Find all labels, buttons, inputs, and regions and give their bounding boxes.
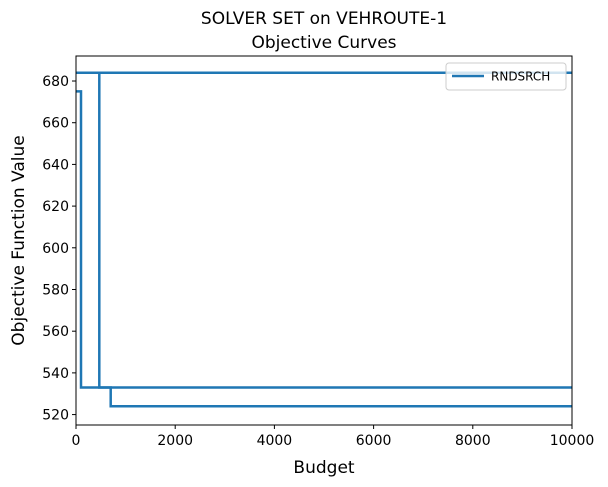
y-axis-ticks: 520 540 560 580 600 620 640 660 680: [42, 74, 76, 424]
plot-area-frame: [75, 55, 573, 426]
y-tick-label: 540: [42, 366, 69, 382]
x-tick-label: 0: [72, 433, 81, 449]
plot-lines: [76, 71, 572, 408]
y-tick-label: 580: [42, 282, 69, 298]
x-tick-label: 6000: [356, 433, 392, 449]
y-tick-label: 680: [42, 74, 69, 90]
x-tick-label: 2000: [157, 433, 193, 449]
legend-label-rndsrch: RNDSRCH: [491, 70, 550, 84]
chart-subtitle: Objective Curves: [251, 33, 396, 53]
chart-title: SOLVER SET on VEHROUTE-1: [201, 9, 447, 29]
x-tick-label: 4000: [257, 433, 293, 449]
x-tick-label: 8000: [455, 433, 491, 449]
series-line-rndsrch-2: [76, 90, 572, 389]
legend-box: [445, 62, 567, 91]
y-axis-label: Objective Function Value: [9, 135, 29, 345]
y-tick-label: 600: [42, 241, 69, 257]
y-tick-label: 520: [42, 408, 69, 424]
legend: RNDSRCH: [445, 62, 567, 91]
y-tick-label: 640: [42, 157, 69, 173]
x-tick-label: 10000: [550, 433, 595, 449]
x-axis-ticks: 0 2000 4000 6000 8000 10000: [72, 425, 595, 449]
y-tick-label: 620: [42, 199, 69, 215]
y-tick-label: 560: [42, 324, 69, 340]
y-tick-label: 660: [42, 116, 69, 132]
x-axis-label: Budget: [293, 458, 354, 478]
series-line-rndsrch-3: [76, 71, 572, 408]
